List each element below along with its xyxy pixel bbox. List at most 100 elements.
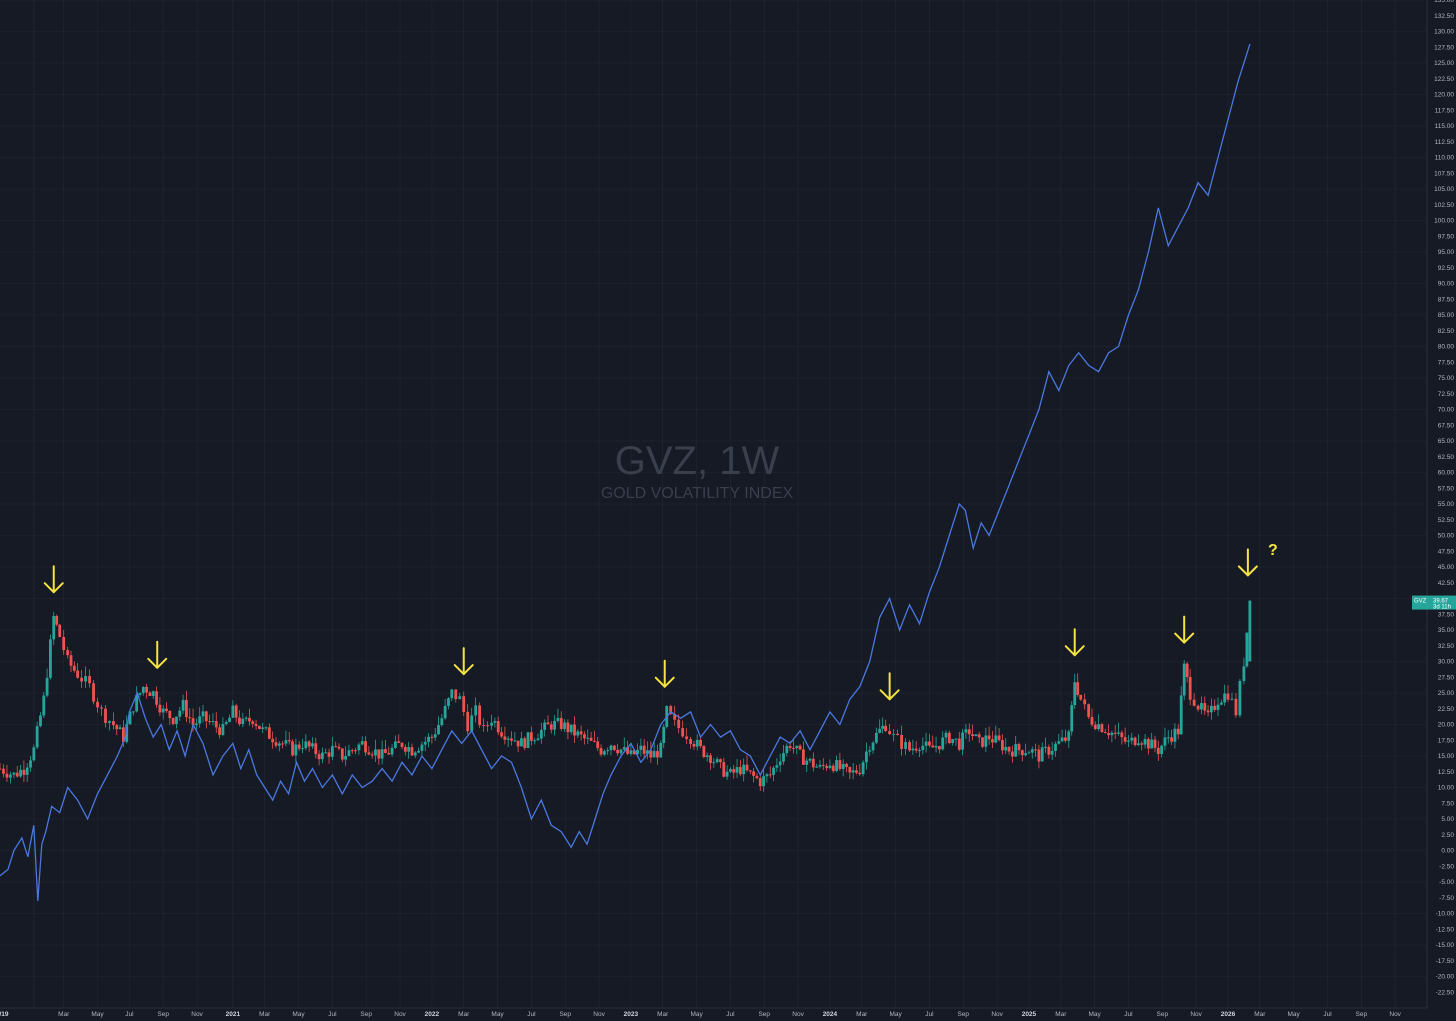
x-tick-label: Mar (58, 1011, 70, 1018)
y-tick-label: 50.00 (1438, 533, 1455, 540)
candle-body (841, 763, 845, 769)
candle-body (1113, 732, 1117, 734)
candle-body (1120, 732, 1124, 738)
candle-body (1097, 724, 1101, 730)
candle-body (360, 741, 364, 745)
candle-body (69, 655, 73, 666)
candle-body (241, 718, 245, 725)
candle-body (1037, 749, 1041, 762)
x-tick-label: Jul (527, 1011, 536, 1018)
candle-body (904, 742, 907, 749)
candle-body (1047, 746, 1051, 755)
candle-body (251, 721, 255, 724)
candle-body (22, 769, 26, 775)
candle-body (1196, 705, 1200, 710)
candle-body (96, 701, 99, 708)
y-tick-label: 122.50 (1434, 76, 1454, 83)
candle-body (433, 734, 437, 738)
candle-body (151, 691, 155, 696)
down-arrow-head (1237, 565, 1258, 577)
candle-body (1090, 716, 1094, 725)
candle-body (410, 747, 414, 756)
arrow-markers (43, 548, 1258, 701)
candle-body (921, 745, 925, 751)
candle-body (1188, 677, 1192, 700)
candles (0, 600, 1252, 792)
candle-body (742, 764, 746, 775)
candle-body (579, 731, 583, 735)
candle-body (1017, 744, 1021, 751)
candle-body (677, 719, 681, 729)
watermark-subtitle: GOLD VOLATILITY INDEX (601, 485, 794, 502)
candle-body (1034, 749, 1037, 751)
candle-body (1044, 746, 1047, 748)
down-arrow-head (879, 689, 900, 701)
candle-body (865, 751, 868, 763)
candle-body (486, 725, 490, 727)
candle-body (287, 740, 291, 742)
candle-body (1100, 724, 1104, 733)
down-arrow-icon (879, 672, 900, 701)
candle-body (536, 738, 540, 741)
down-arrow-icon (1064, 628, 1085, 657)
candle-body (384, 749, 387, 753)
candle-body (1127, 740, 1130, 742)
y-axis[interactable]: 135.00 132.50 130.00 127.50 125.00 122.50 120.… (1426, 0, 1456, 1021)
candle-body (344, 756, 348, 760)
candle-body (417, 750, 421, 753)
x-tick-label: Nov (593, 1011, 605, 1018)
candle-body (583, 734, 586, 739)
candle-body (297, 744, 301, 749)
y-tick-label: 30.00 (1438, 659, 1455, 666)
candle-body (775, 765, 779, 768)
candle-body (88, 676, 91, 684)
y-tick-label: 52.50 (1438, 517, 1455, 524)
candle-body (370, 754, 374, 756)
candle-body (52, 615, 56, 640)
candle-body (454, 689, 458, 700)
down-arrow-head (654, 676, 675, 688)
candle-body (380, 749, 384, 759)
candle-body (695, 739, 699, 747)
candle-body (80, 677, 83, 682)
x-tick-label: Sep (1356, 1011, 1368, 1018)
y-tick-label: 82.50 (1438, 328, 1455, 335)
candle-body (188, 717, 192, 719)
candle-body (214, 721, 218, 728)
candle-body (719, 759, 722, 763)
price-tag: GVZ 39.67 3d 11h (1412, 595, 1456, 611)
candle-body (646, 750, 649, 754)
candle-body (337, 746, 341, 749)
down-arrow-head (147, 657, 168, 669)
candle-body (609, 745, 613, 751)
candle-body (482, 725, 486, 727)
candle-body (1050, 750, 1054, 755)
candle-body (699, 739, 702, 747)
x-axis[interactable]: /19 Mar May Jul Sep Nov 2021 Mar May Jul Sep Nov 202… (0, 1007, 1456, 1021)
candle-body (413, 752, 417, 756)
y-tick-label: 80.00 (1438, 344, 1455, 351)
watermark: GVZ, 1W GOLD VOLATILITY INDEX (601, 439, 794, 502)
candle-body (991, 739, 994, 743)
x-axis-bg (0, 1008, 1456, 1021)
y-tick-label: -20.00 (1436, 974, 1455, 981)
candle-body (957, 738, 961, 750)
candle-body (1137, 743, 1140, 746)
candle-body (330, 746, 334, 757)
candle-body (778, 761, 782, 766)
candle-body (118, 727, 122, 730)
candle-body (1070, 705, 1074, 732)
candle-body (201, 711, 205, 717)
candle-body (636, 749, 639, 755)
candle-body (805, 760, 809, 765)
y-tick-label: 105.00 (1434, 186, 1454, 193)
candle-body (277, 743, 281, 746)
x-tick-label: Jul (726, 1011, 735, 1018)
candle-body (12, 772, 16, 775)
candle-body (513, 740, 517, 742)
candle-body (1242, 666, 1246, 681)
candle-body (1117, 732, 1120, 734)
y-tick-label: 90.00 (1438, 281, 1455, 288)
